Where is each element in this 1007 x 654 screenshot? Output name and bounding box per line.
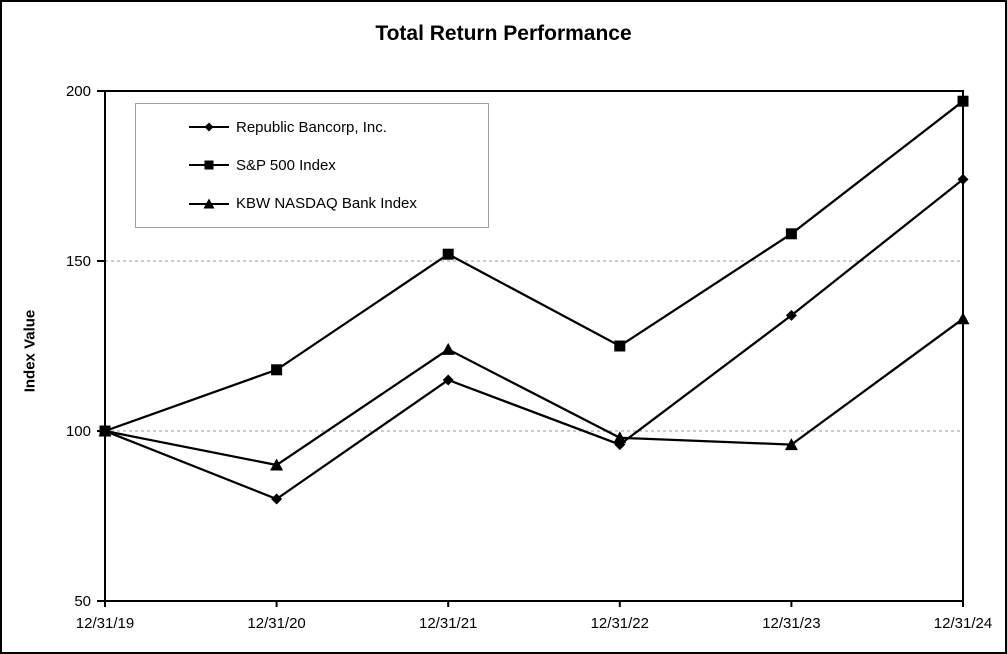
data-point-diamond-republic-bancorp-inc <box>957 173 969 185</box>
legend-item-s-p-500-index: S&P 500 Index <box>136 146 488 184</box>
data-point-square-s-p-500-index <box>614 340 626 352</box>
x-tick-label: 12/31/20 <box>247 615 305 632</box>
data-point-diamond-republic-bancorp-inc <box>442 374 454 386</box>
legend-square-icon <box>189 160 229 170</box>
data-point-diamond-republic-bancorp-inc <box>271 493 283 505</box>
legend-label: KBW NASDAQ Bank Index <box>236 195 417 213</box>
data-point-triangle-kbw-nasdaq-bank-index <box>270 458 284 471</box>
y-tick-label: 200 <box>66 83 91 100</box>
legend-triangle-icon <box>189 198 229 209</box>
y-tick-label: 100 <box>66 423 91 440</box>
legend-label: Republic Bancorp, Inc. <box>236 118 387 136</box>
data-point-square-s-p-500-index <box>442 248 454 260</box>
data-point-square-s-p-500-index <box>957 95 969 107</box>
data-point-triangle-kbw-nasdaq-bank-index <box>98 424 112 437</box>
data-point-square-s-p-500-index <box>271 364 283 376</box>
x-tick-label: 12/31/23 <box>762 615 820 632</box>
legend-item-republic-bancorp-inc: Republic Bancorp, Inc. <box>136 108 488 146</box>
plot-frame <box>104 90 964 602</box>
chart-title: Total Return Performance <box>375 22 632 45</box>
x-tick-label: 12/31/24 <box>934 615 992 632</box>
y-tick-label: 150 <box>66 253 91 270</box>
y-tick-label: 50 <box>74 593 91 610</box>
series-line-kbw-nasdaq-bank-index <box>104 317 964 467</box>
series-line-republic-bancorp-inc <box>104 178 964 501</box>
data-point-diamond-republic-bancorp-inc <box>785 309 797 321</box>
legend: Republic Bancorp, Inc. S&P 500 Index KBW N… <box>135 103 489 228</box>
x-tick-label: 12/31/19 <box>76 615 134 632</box>
data-point-triangle-kbw-nasdaq-bank-index <box>956 312 970 325</box>
legend-label: S&P 500 Index <box>236 156 336 174</box>
data-point-square-s-p-500-index <box>785 228 797 240</box>
x-tick-label: 12/31/22 <box>591 615 649 632</box>
data-point-triangle-kbw-nasdaq-bank-index <box>441 342 455 355</box>
data-point-triangle-kbw-nasdaq-bank-index <box>613 431 627 444</box>
data-point-triangle-kbw-nasdaq-bank-index <box>784 438 798 451</box>
x-tick-label: 12/31/21 <box>419 615 477 632</box>
legend-diamond-icon <box>189 122 229 132</box>
series-line-s-p-500-index <box>104 100 964 433</box>
legend-item-kbw-nasdaq-bank-index: KBW NASDAQ Bank Index <box>136 185 488 223</box>
